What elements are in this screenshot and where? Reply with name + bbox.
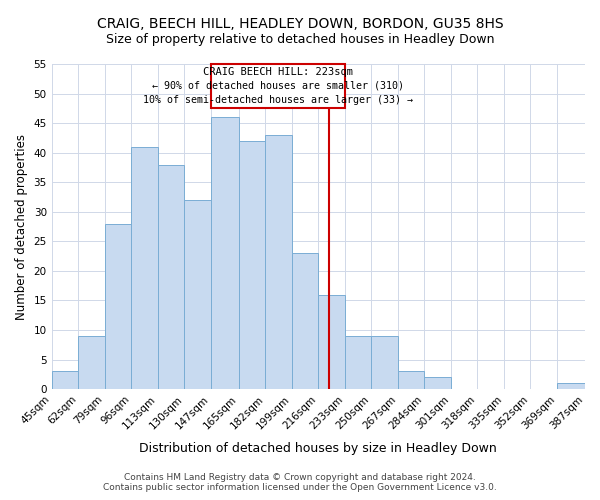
- Y-axis label: Number of detached properties: Number of detached properties: [15, 134, 28, 320]
- Bar: [557, 384, 585, 389]
- Bar: [211, 117, 239, 389]
- Bar: [424, 378, 451, 389]
- Bar: [265, 135, 292, 389]
- Bar: [292, 253, 319, 389]
- Text: Size of property relative to detached houses in Headley Down: Size of property relative to detached ho…: [106, 32, 494, 46]
- Text: 10% of semi-detached houses are larger (33) →: 10% of semi-detached houses are larger (…: [143, 94, 413, 104]
- Text: Contains HM Land Registry data © Crown copyright and database right 2024.
Contai: Contains HM Land Registry data © Crown c…: [103, 473, 497, 492]
- Bar: [239, 141, 265, 389]
- Bar: [398, 372, 424, 389]
- X-axis label: Distribution of detached houses by size in Headley Down: Distribution of detached houses by size …: [139, 442, 497, 455]
- Bar: [78, 336, 104, 389]
- Bar: [319, 294, 345, 389]
- Bar: [345, 336, 371, 389]
- Text: ← 90% of detached houses are smaller (310): ← 90% of detached houses are smaller (31…: [152, 80, 404, 90]
- Bar: [131, 147, 158, 389]
- Text: CRAIG BEECH HILL: 223sqm: CRAIG BEECH HILL: 223sqm: [203, 67, 353, 77]
- Text: CRAIG, BEECH HILL, HEADLEY DOWN, BORDON, GU35 8HS: CRAIG, BEECH HILL, HEADLEY DOWN, BORDON,…: [97, 18, 503, 32]
- Bar: [371, 336, 398, 389]
- Bar: [104, 224, 131, 389]
- Bar: [158, 164, 184, 389]
- Bar: [184, 200, 211, 389]
- Bar: [52, 372, 78, 389]
- FancyBboxPatch shape: [211, 64, 345, 108]
